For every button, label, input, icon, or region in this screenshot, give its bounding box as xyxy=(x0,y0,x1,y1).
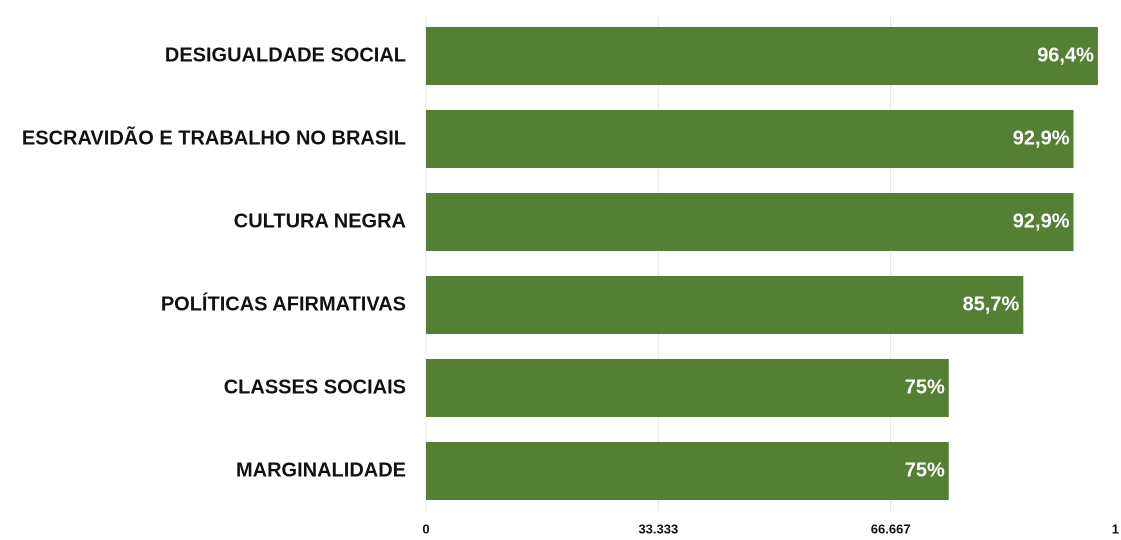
category-label: POLÍTICAS AFIRMATIVAS xyxy=(161,292,406,315)
x-tick-label: 0 xyxy=(422,521,429,536)
value-label: 96,4% xyxy=(1037,44,1094,66)
bar xyxy=(426,193,1074,251)
bar xyxy=(426,442,949,500)
value-label: 92,9% xyxy=(1013,127,1070,149)
value-label: 85,7% xyxy=(963,293,1020,315)
bar xyxy=(426,276,1024,334)
value-label: 92,9% xyxy=(1013,210,1070,232)
value-label: 75% xyxy=(905,459,945,481)
x-tick-label: 66.667 xyxy=(871,521,911,536)
x-tick-label: 33.333 xyxy=(638,521,678,536)
x-tick-label: 1 xyxy=(1112,521,1119,536)
bar xyxy=(426,359,949,417)
category-label: CULTURA NEGRA xyxy=(234,210,406,232)
category-label: ESCRAVIDÃO E TRABALHO NO BRASIL xyxy=(22,126,406,149)
category-label: CLASSES SOCIAIS xyxy=(224,376,406,398)
value-label: 75% xyxy=(905,376,945,398)
category-label: MARGINALIDADE xyxy=(236,459,406,481)
bar xyxy=(426,110,1074,168)
category-label: DESIGUALDADE SOCIAL xyxy=(165,44,406,66)
bar xyxy=(426,27,1098,85)
